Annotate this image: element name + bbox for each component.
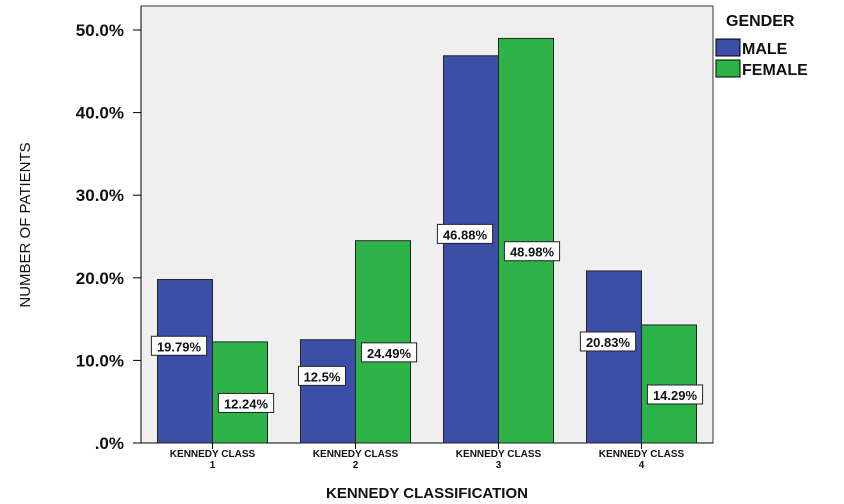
data-label-male-3: 46.88%: [436, 223, 494, 244]
data-label-box: [150, 335, 208, 356]
data-label-box: [503, 241, 561, 262]
data-labels: 19.79% 12.24% 12.5% 24.49% 46.88% 48.98% 20.83…: [150, 223, 704, 413]
data-label-text: 20.83%: [586, 335, 631, 350]
data-label-box: [579, 331, 637, 352]
x-axis-title: KENNEDY CLASSIFICATION: [326, 485, 528, 502]
data-label-male-4: 20.83%: [579, 331, 637, 352]
y-tick-label: 10.0%: [76, 351, 124, 370]
data-label-text: 48.98%: [510, 245, 555, 260]
x-category-label: KENNEDY CLASS: [599, 449, 685, 460]
x-category-label: KENNEDY CLASS: [313, 449, 399, 460]
y-tick-label: .0%: [95, 434, 124, 453]
x-category-label: 1: [210, 460, 216, 471]
data-label-female-4: 14.29%: [646, 384, 704, 405]
data-label-male-1: 19.79%: [150, 335, 208, 356]
data-label-female-1: 12.24%: [217, 392, 275, 413]
data-label-female-2: 24.49%: [360, 342, 418, 363]
y-tick-label: 50.0%: [76, 21, 124, 40]
data-label-text: 12.24%: [224, 396, 269, 411]
y-tick-label: 30.0%: [76, 186, 124, 205]
legend: GENDER MALE FEMALE: [715, 13, 808, 79]
bar-male-4: [586, 270, 642, 444]
data-label-text: 24.49%: [367, 346, 412, 361]
data-label-male-2: 12.5%: [298, 365, 346, 386]
legend-label-male: MALE: [742, 41, 788, 58]
legend-swatch-male: [715, 38, 741, 57]
y-axis-title: NUMBER OF PATIENTS: [17, 142, 34, 307]
data-label-text: 19.79%: [157, 339, 202, 354]
bar-female-2: [355, 240, 411, 444]
bar-male-2: [300, 339, 356, 444]
x-category-label: KENNEDY CLASS: [170, 449, 256, 460]
data-label-text: 14.29%: [653, 388, 698, 403]
legend-label-female: FEMALE: [742, 62, 808, 79]
data-label-box: [217, 392, 275, 413]
bar-male-3: [443, 55, 499, 444]
x-category-label: 2: [353, 460, 359, 471]
legend-swatch-female: [715, 59, 741, 78]
x-category-label: 4: [639, 460, 645, 471]
x-category-label: 3: [496, 460, 502, 471]
data-label-box: [298, 365, 346, 386]
bar-male-1: [157, 279, 213, 444]
data-label-box: [360, 342, 418, 363]
bar-female-4: [641, 324, 697, 444]
x-category-label: KENNEDY CLASS: [456, 449, 542, 460]
data-label-text: 46.88%: [443, 227, 488, 242]
y-tick-label: 20.0%: [76, 269, 124, 288]
bars: [157, 37, 697, 444]
bar-female-1: [212, 341, 268, 444]
data-label-female-3: 48.98%: [503, 241, 561, 262]
bar-female-3: [498, 37, 554, 444]
y-tick-label: 40.0%: [76, 104, 124, 123]
data-label-text: 12.5%: [304, 369, 341, 384]
data-label-box: [436, 223, 494, 244]
data-label-box: [646, 384, 704, 405]
y-axis-ticks: .0% 10.0% 20.0% 30.0% 40.0% 50.0%: [76, 21, 141, 453]
legend-title: GENDER: [726, 13, 795, 30]
